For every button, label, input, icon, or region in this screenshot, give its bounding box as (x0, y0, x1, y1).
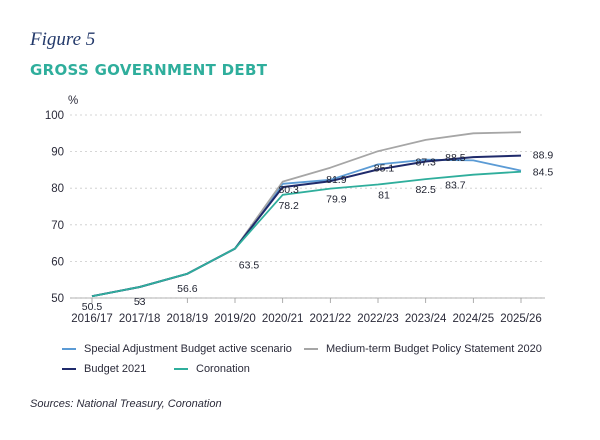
figure-label: Figure 5 (30, 29, 96, 50)
data-label: 83.7 (445, 180, 466, 192)
figure-title: GROSS GOVERNMENT DEBT (30, 61, 268, 79)
y-tick-label: 60 (51, 256, 64, 268)
data-label: 82.5 (415, 184, 436, 196)
data-label: 84.5 (533, 167, 554, 179)
legend-label: Medium-term Budget Policy Statement 2020 (326, 343, 542, 355)
series-lines (91, 131, 522, 298)
data-label: 79.9 (326, 194, 347, 206)
y-tick-label: 50 (51, 293, 64, 305)
legend-label: Coronation (196, 363, 250, 375)
x-tick-label: 2025/26 (500, 313, 542, 325)
data-label: 87.3 (415, 156, 436, 168)
data-label: 85.1 (374, 163, 395, 175)
source-note: Sources: National Treasury, Coronation (30, 398, 222, 410)
legend-label: Budget 2021 (84, 363, 147, 375)
data-label: 81 (378, 190, 390, 202)
x-tick-label: 2022/23 (357, 313, 399, 325)
x-tick-label: 2023/24 (405, 313, 447, 325)
y-tick-label: 90 (51, 147, 64, 159)
legend-item: Budget 2021 (62, 363, 146, 375)
legend-item: Medium-term Budget Policy Statement 2020 (304, 343, 542, 355)
gridlines (70, 114, 545, 299)
y-axis-unit-label: % (68, 95, 78, 107)
data-label: 78.2 (278, 200, 299, 212)
legend-label: Special Adjustment Budget active scenari… (84, 343, 292, 355)
legend-swatch (174, 368, 188, 370)
legend-item: Special Adjustment Budget active scenari… (62, 343, 292, 355)
data-label: 88.5 (445, 152, 466, 164)
x-tick-label: 2016/17 (71, 313, 113, 325)
legend-swatch (304, 348, 318, 350)
data-label: 88.9 (533, 150, 554, 162)
data-labels: 50.5 53 56.6 63.5 80.3 78.2 81.9 79.9 85.1 81 87.3… (82, 150, 554, 314)
x-tick-label: 2018/19 (167, 313, 209, 325)
data-label: 53 (134, 296, 146, 308)
data-label: 81.9 (326, 174, 347, 186)
y-tick-label: 80 (51, 183, 64, 195)
x-tick-label: 2024/25 (453, 313, 495, 325)
y-tick-label: 100 (45, 110, 64, 122)
data-label: 80.3 (278, 184, 299, 196)
y-tick-label: 70 (51, 220, 64, 232)
legend-swatch (62, 368, 76, 370)
x-tick-label: 2017/18 (119, 313, 161, 325)
x-tick-label: 2019/20 (214, 313, 256, 325)
series-line (91, 170, 522, 298)
legend-item: Coronation (174, 363, 250, 375)
y-axis-ticks: 50 60 70 80 90 100 (45, 110, 64, 305)
data-label: 56.6 (177, 283, 198, 295)
data-label: 50.5 (82, 301, 103, 313)
data-label: 63.5 (239, 260, 260, 272)
legend-swatch (62, 348, 76, 350)
x-axis-ticks: 2016/17 2017/18 2018/19 2019/20 2020/21 2021/… (71, 298, 542, 325)
x-tick-label: 2020/21 (262, 313, 304, 325)
x-tick-label: 2021/22 (310, 313, 352, 325)
